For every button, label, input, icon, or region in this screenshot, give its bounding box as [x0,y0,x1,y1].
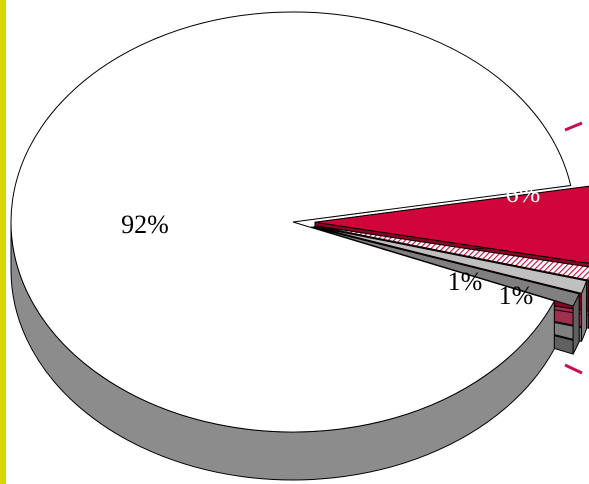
accent-ticks [564,121,583,375]
pie-slice-2 [313,226,588,294]
left-accent-bar [0,0,6,484]
pie-top-layer [10,11,589,433]
pie-slice-4 [10,11,572,433]
pie-slice-3 [311,226,580,307]
accent-tick-0 [564,121,583,132]
pie-label-layer: 6% 1% 1% 92% [121,179,540,310]
pie-label-3: 1% [499,281,534,310]
accent-tick-1 [564,363,583,375]
pie-label-0: 6% [506,179,541,208]
pie-slice-0 [314,185,589,264]
pie-label-4: 92% [121,210,169,239]
pie-label-2: 1% [448,267,483,296]
